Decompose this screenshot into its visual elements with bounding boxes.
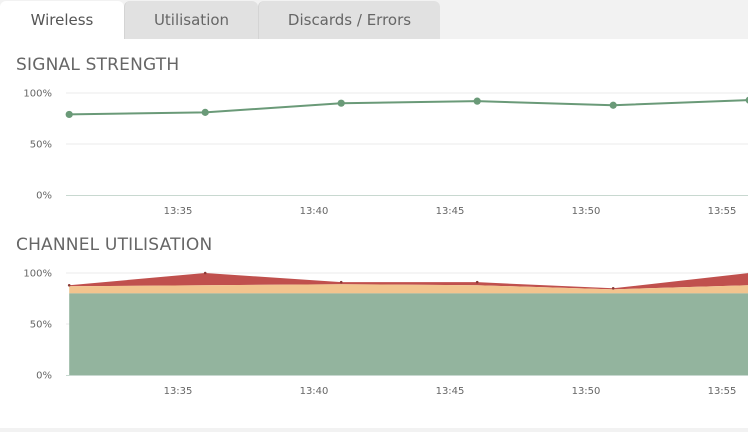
x-tick-label: 13:35 (164, 386, 193, 397)
x-tick-label: 13:45 (436, 386, 465, 397)
x-tick-label: 13:50 (572, 206, 601, 217)
x-tick-label: 13:45 (436, 206, 465, 217)
x-tick-label: 13:55 (708, 386, 737, 397)
signal-point (65, 110, 73, 119)
y-tick-label: 0% (36, 371, 52, 382)
signal-point (473, 97, 481, 105)
x-tick-label: 13:40 (300, 386, 329, 397)
signal-point (337, 99, 345, 107)
area-series-3 (69, 273, 748, 290)
tab-discards-errors[interactable]: Discards / Errors (258, 1, 440, 39)
area-point (475, 280, 479, 284)
area-point (67, 283, 71, 287)
signal-point (201, 108, 209, 116)
y-tick-label: 50% (30, 320, 52, 331)
tab-utilisation[interactable]: Utilisation (124, 1, 258, 39)
signal-line (69, 99, 748, 116)
area-series-2 (69, 284, 748, 294)
signal-point (609, 101, 617, 109)
x-tick-label: 13:50 (572, 386, 601, 397)
area-point (339, 280, 343, 284)
area-point (203, 271, 207, 275)
y-tick-label: 50% (30, 140, 52, 151)
x-tick-label: 13:55 (708, 206, 737, 217)
y-tick-label: 100% (23, 269, 52, 280)
signal-point (745, 96, 748, 104)
channel-utilisation-title: CHANNEL UTILISATION (16, 235, 213, 255)
x-tick-label: 13:35 (164, 206, 193, 217)
area-point (611, 287, 615, 290)
tab-wireless[interactable]: Wireless (0, 1, 124, 39)
y-tick-label: 100% (23, 89, 52, 100)
signal-strength-title: SIGNAL STRENGTH (16, 55, 180, 75)
y-tick-label: 0% (36, 191, 52, 202)
area-series-1 (69, 293, 748, 375)
x-tick-label: 13:40 (300, 206, 329, 217)
tab-bar: Wireless Utilisation Discards / Errors (0, 0, 748, 39)
